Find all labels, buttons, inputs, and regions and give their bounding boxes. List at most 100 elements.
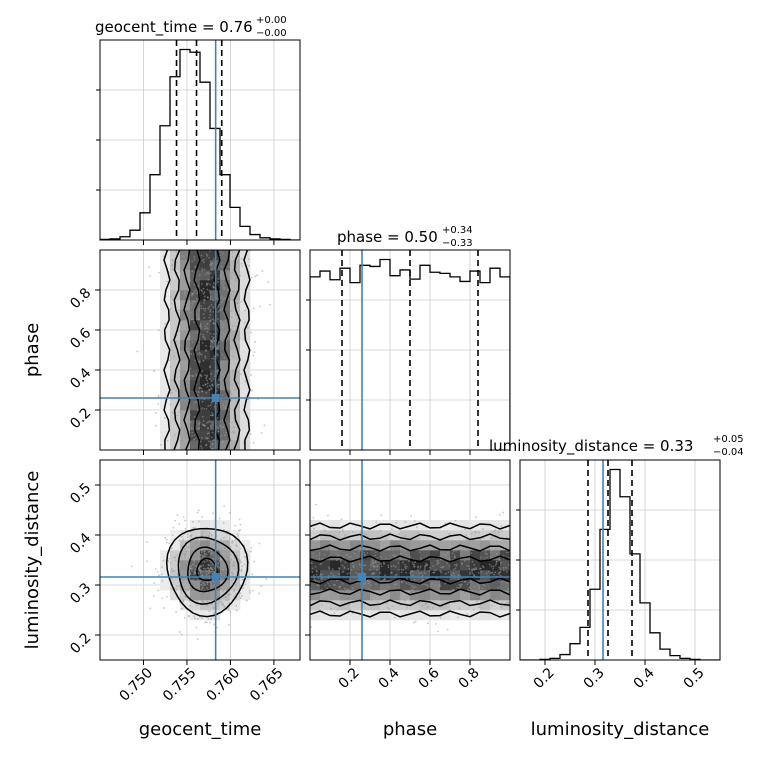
sample-point	[441, 566, 444, 569]
sample-point	[251, 573, 254, 576]
sample-point	[239, 592, 242, 595]
density-cell	[440, 570, 451, 581]
density-cell	[500, 540, 510, 551]
sample-point	[205, 392, 208, 394]
sample-point	[169, 379, 172, 382]
sample-point	[182, 516, 185, 518]
sample-point	[228, 281, 231, 283]
density-cell	[470, 580, 481, 591]
sample-point	[439, 541, 442, 544]
density-cell	[200, 290, 211, 301]
sample-point	[312, 590, 314, 593]
density-cell	[200, 600, 211, 611]
sample-point	[491, 571, 494, 574]
sample-point	[158, 574, 161, 577]
sample-point	[216, 369, 219, 372]
sample-point	[185, 282, 187, 285]
density-cell	[180, 400, 191, 411]
truth-marker	[358, 573, 366, 581]
sample-point	[454, 563, 456, 566]
sample-point	[412, 586, 415, 589]
sample-point	[197, 593, 200, 596]
sample-point	[229, 347, 232, 350]
density-cell	[180, 600, 191, 611]
sample-point	[175, 340, 178, 343]
density-cell	[460, 580, 471, 591]
sample-point	[373, 594, 375, 597]
density-cell	[220, 290, 231, 301]
sample-point	[349, 572, 352, 575]
density-cell	[370, 590, 381, 601]
sample-point	[195, 289, 198, 292]
density-cell	[220, 320, 231, 331]
truth-marker	[211, 573, 220, 581]
sample-point	[426, 622, 429, 625]
sample-point	[210, 427, 213, 429]
sample-point	[161, 573, 163, 576]
sample-point	[447, 597, 450, 600]
sample-point	[229, 380, 231, 383]
sample-point	[347, 567, 350, 570]
sample-point	[188, 382, 191, 385]
sample-point	[435, 622, 437, 625]
sample-point	[466, 547, 469, 550]
sample-point	[402, 561, 405, 564]
density-cell	[420, 590, 431, 601]
sample-point	[237, 577, 240, 580]
density-cell	[220, 280, 231, 291]
sample-point	[193, 438, 195, 441]
sample-point	[375, 521, 378, 524]
sample-point	[224, 556, 227, 559]
density-cell	[330, 590, 341, 601]
sample-point	[183, 585, 186, 587]
sample-point	[193, 434, 196, 437]
sample-point	[419, 540, 422, 543]
density-cell	[500, 530, 510, 541]
sample-point	[154, 568, 157, 570]
sample-point	[187, 352, 190, 355]
sample-point	[176, 554, 179, 557]
sample-point	[329, 607, 332, 610]
density-cell	[170, 320, 181, 331]
sample-point	[315, 555, 318, 557]
sample-point	[419, 567, 422, 569]
sample-point	[343, 587, 346, 590]
title-phase-plus: +0.34	[442, 225, 473, 236]
contour-level-2	[177, 536, 240, 605]
sample-point	[191, 270, 194, 273]
density-cell	[310, 580, 321, 591]
sample-point	[168, 542, 170, 545]
sample-point	[432, 565, 435, 568]
sample-point	[201, 423, 204, 426]
sample-point	[370, 563, 373, 566]
density-cell	[170, 420, 181, 431]
sample-point	[200, 408, 202, 411]
sample-point	[217, 277, 220, 280]
sample-point	[370, 573, 373, 575]
density-cell	[430, 540, 441, 551]
sample-point	[203, 561, 206, 563]
sample-point	[153, 582, 156, 585]
panel-frame	[519, 459, 721, 661]
sample-point	[200, 565, 202, 568]
density-cell	[160, 380, 171, 391]
density-cell	[170, 590, 181, 601]
sample-point	[206, 330, 209, 333]
sample-point	[479, 567, 482, 570]
sample-point	[428, 566, 431, 569]
sample-point	[213, 355, 216, 358]
sample-point	[229, 593, 232, 596]
sample-point	[169, 562, 172, 564]
sample-point	[494, 571, 497, 574]
sample-point	[375, 551, 377, 553]
density-cell	[190, 440, 201, 450]
sample-point	[232, 573, 235, 576]
sample-point	[223, 356, 226, 359]
sample-point	[445, 541, 448, 544]
sample-point	[500, 606, 503, 609]
sample-point	[212, 285, 214, 288]
sample-point	[341, 582, 344, 585]
density-cell	[380, 540, 391, 551]
sample-point	[219, 275, 222, 278]
sample-point	[318, 554, 321, 556]
